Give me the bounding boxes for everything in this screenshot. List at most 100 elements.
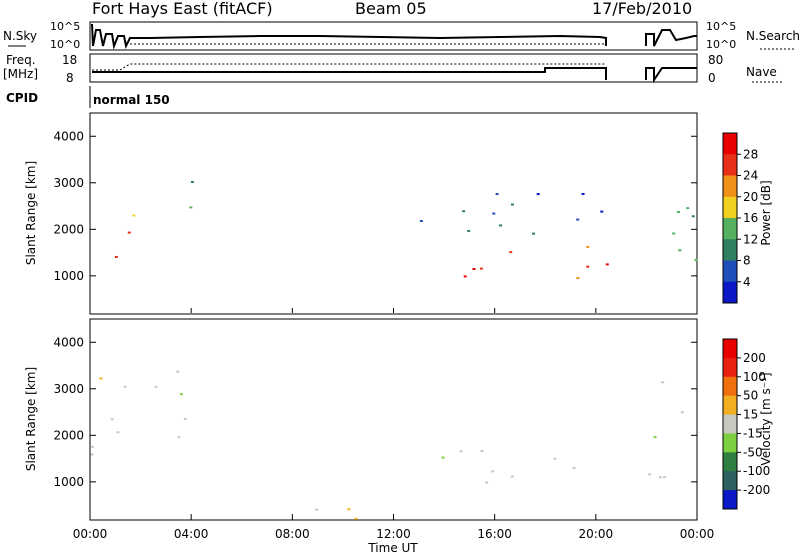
noise-left-tick-bottom: 10^0 [50,38,80,51]
y-tick-label: 4000 [53,129,84,143]
colorbar-segment [723,357,737,378]
colorbar-tick-label: 24 [743,169,758,183]
data-cell [354,517,358,520]
x-axis-ticks: 00:00 04:00 08:00 12:00 16:00 20:00 00:00 [73,308,715,541]
colorbar-tick-label: -50 [743,445,763,459]
colorbar-segment [723,260,737,283]
data-cell [553,457,557,460]
data-cell [179,393,183,396]
power-yticks: 1000 2000 3000 4000 [53,129,697,283]
colorbar-segment [723,490,737,510]
colorbar-tick-label: 100 [743,370,766,384]
data-cell [691,215,695,218]
power-panel: 1000 2000 3000 4000 Slant Range [km] 28 24 20… [24,112,773,315]
data-cell [672,232,676,235]
data-cell [472,268,476,271]
data-cell [127,231,131,234]
data-cell [536,193,540,196]
colorbar-segment [723,281,737,304]
colorbar-segment [723,376,737,397]
nave-tick-bottom: 0 [708,71,716,85]
data-cell [177,436,181,439]
noise-left-tick-top: 10^5 [50,20,80,33]
data-cell [648,473,652,476]
freq-label-line2: [MHz] [3,67,38,81]
data-cell [99,377,103,380]
data-cell [462,210,466,213]
y-tick-label: 3000 [53,176,84,190]
data-cell [653,436,657,439]
x-tick-label: 00:00 [680,527,715,541]
data-cell [510,203,514,206]
data-cell [678,249,682,252]
velocity-panel: 1000 2000 3000 4000 Slant Range [km] 200 100… [24,318,773,521]
x-tick-label: 16:00 [477,527,512,541]
colorbar-segment [723,218,737,240]
data-cell [110,418,114,421]
data-cell [491,470,495,473]
colorbar-segment [723,339,737,359]
colorbar-tick-label: -200 [743,483,770,497]
x-tick-label: 04:00 [174,527,209,541]
colorbar-segment [723,239,737,261]
colorbar-segment [723,433,737,453]
data-cell [116,431,120,434]
velocity-colorbar: 200 100 50 15 -15 -50 -100 -200 [722,338,770,510]
data-cell [485,481,489,484]
y-tick-label: 1000 [53,269,84,283]
data-cell [600,210,604,213]
cpid-value: normal 150 [93,93,170,107]
velocity-marks [90,370,684,520]
noise-right-tick-bottom: 10^0 [706,38,736,51]
y-tick-label: 3000 [53,382,84,396]
y-tick-label: 2000 [53,222,84,236]
data-cell [459,450,463,453]
noise-sky-trace [91,23,607,50]
x-tick-label: 08:00 [275,527,310,541]
data-cell [576,277,580,280]
velocity-plot-frame [89,318,698,521]
colorbar-tick-label: 4 [743,275,751,289]
data-cell [114,255,118,258]
data-cell [586,265,590,268]
station-title: Fort Hays East (fitACF) [92,0,273,18]
data-cell [479,267,483,270]
data-cell [347,508,351,511]
x-tick-label: 20:00 [579,527,614,541]
x-tick-label: 12:00 [376,527,411,541]
y-tick-label: 2000 [53,428,84,442]
data-cell [189,206,193,209]
colorbar-tick-label: 28 [743,147,758,161]
date-title: 17/Feb/2010 [592,0,692,18]
x-tick-label: 00:00 [73,527,108,541]
colorbar-tick-label: -100 [743,464,770,478]
colorbar-tick-label: 16 [743,211,758,225]
colorbar-tick-label: 15 [743,408,758,422]
noise-right-label: N.Search [746,29,800,43]
power-plot-frame [89,112,698,315]
data-cell [419,219,423,222]
nave-label: Nave [746,65,777,79]
colorbar-segment [723,133,737,155]
freq-trace-right [645,67,697,84]
velocity-ylabel: Slant Range [km] [24,367,38,471]
data-cell [441,456,445,459]
data-cell [694,258,698,261]
data-cell [658,476,662,479]
power-marks [114,180,698,280]
data-cell [499,224,503,227]
beam-title: Beam 05 [355,0,427,18]
y-tick-label: 4000 [53,335,84,349]
cpid-label: CPID [6,91,38,105]
colorbar-segment [723,154,737,176]
data-cell [183,417,187,420]
data-cell [90,453,94,456]
data-cell [605,263,609,266]
noise-sky-trace-right [645,29,697,47]
colorbar-tick-label: 50 [743,389,758,403]
data-cell [315,508,319,511]
data-cell [661,381,665,384]
colorbar-segment [723,471,737,491]
noise-right-tick-top: 10^5 [706,20,736,33]
